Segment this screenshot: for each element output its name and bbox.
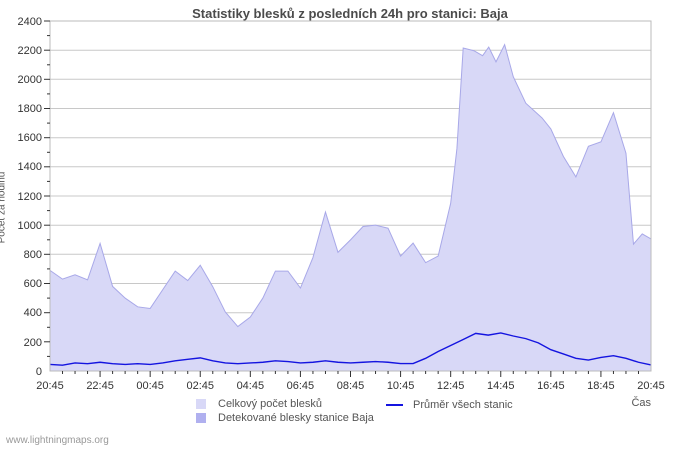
svg-text:0: 0 xyxy=(36,366,42,378)
svg-text:1800: 1800 xyxy=(18,103,42,115)
svg-text:06:45: 06:45 xyxy=(287,380,315,392)
svg-text:04:45: 04:45 xyxy=(237,380,265,392)
svg-text:800: 800 xyxy=(24,249,42,261)
svg-text:200: 200 xyxy=(24,337,42,349)
svg-text:22:45: 22:45 xyxy=(86,380,114,392)
svg-text:20:45: 20:45 xyxy=(36,380,64,392)
svg-text:2400: 2400 xyxy=(18,16,42,28)
svg-text:1400: 1400 xyxy=(18,161,42,173)
svg-text:14:45: 14:45 xyxy=(487,380,515,392)
svg-text:1000: 1000 xyxy=(18,220,42,232)
svg-text:2000: 2000 xyxy=(18,74,42,86)
svg-text:10:45: 10:45 xyxy=(387,380,415,392)
svg-text:00:45: 00:45 xyxy=(136,380,164,392)
svg-text:400: 400 xyxy=(24,307,42,319)
svg-text:Čas: Čas xyxy=(631,396,651,409)
svg-text:12:45: 12:45 xyxy=(437,380,465,392)
svg-text:2200: 2200 xyxy=(18,45,42,57)
svg-text:1200: 1200 xyxy=(18,191,42,203)
svg-text:1600: 1600 xyxy=(18,132,42,144)
svg-text:20:45: 20:45 xyxy=(637,380,665,392)
svg-text:18:45: 18:45 xyxy=(587,380,615,392)
svg-text:08:45: 08:45 xyxy=(337,380,365,392)
svg-text:02:45: 02:45 xyxy=(186,380,214,392)
svg-text:600: 600 xyxy=(24,278,42,290)
svg-text:16:45: 16:45 xyxy=(537,380,565,392)
